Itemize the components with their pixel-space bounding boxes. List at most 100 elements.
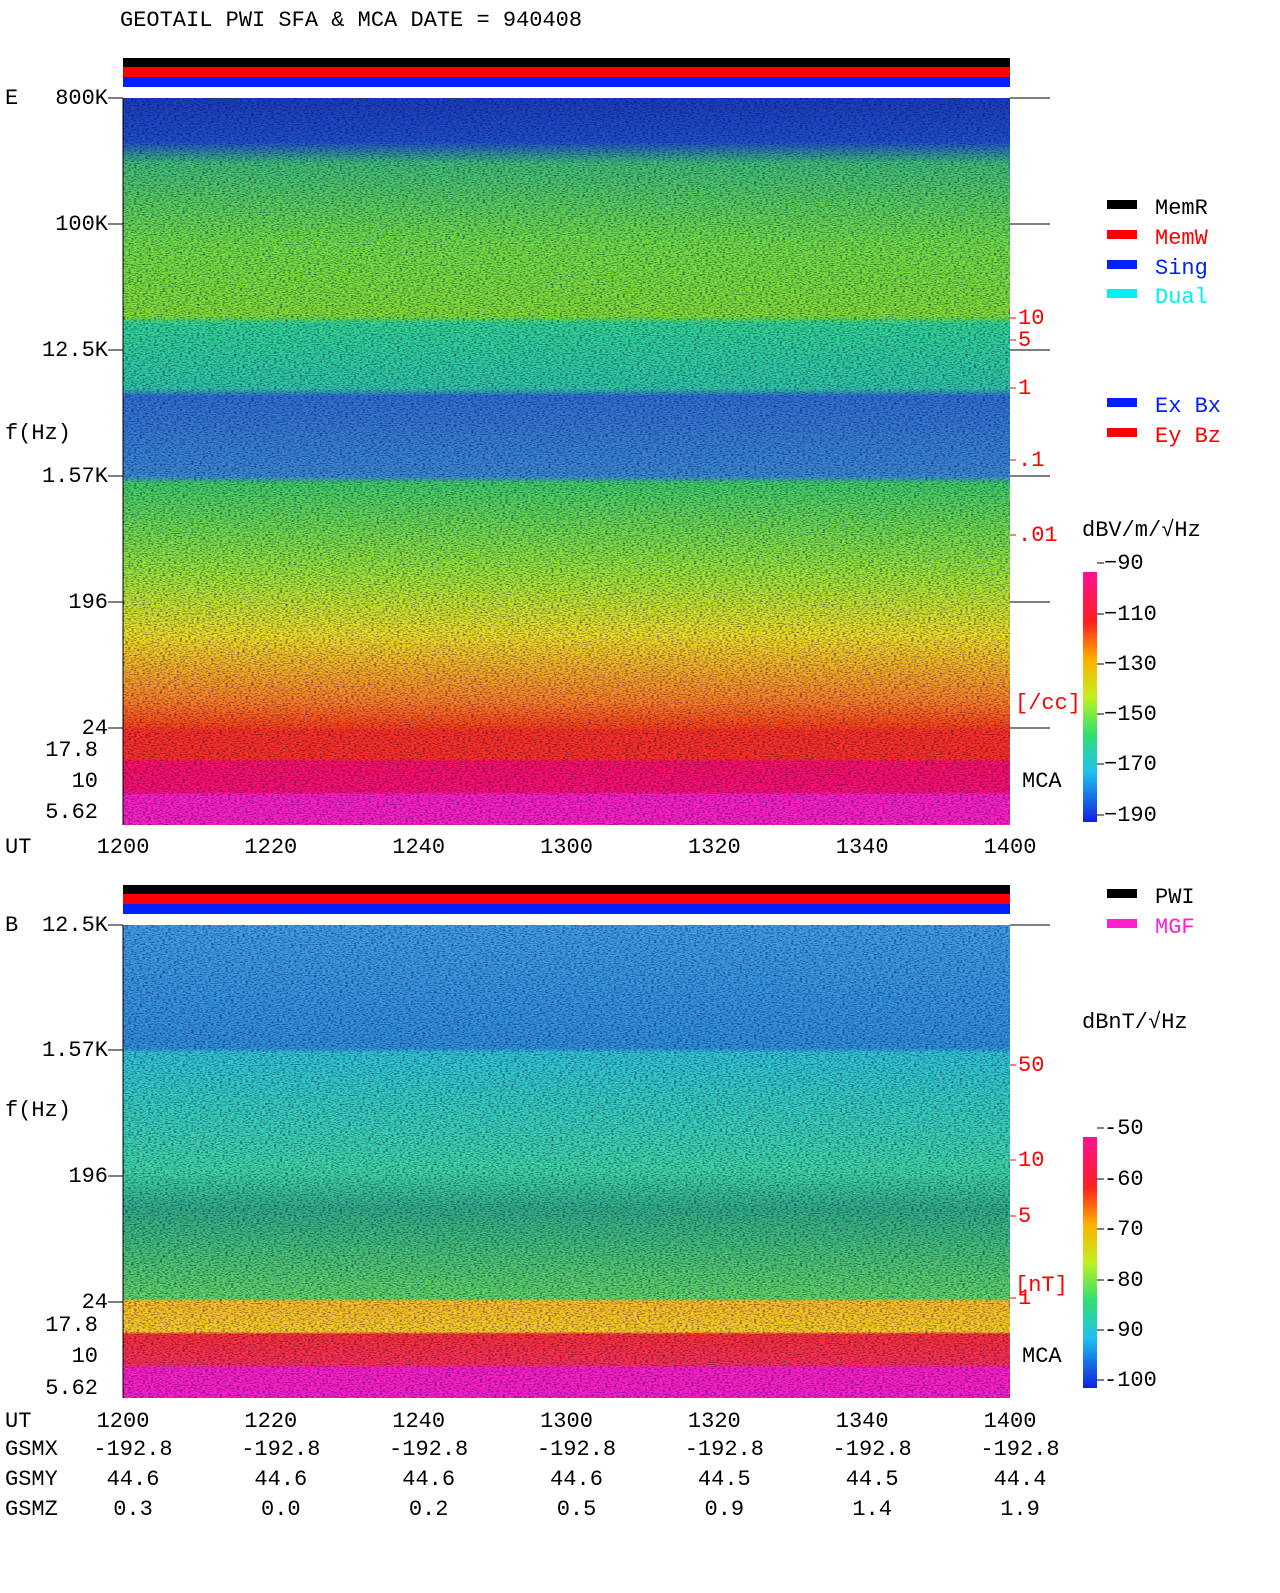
orbit-value: -192.8 bbox=[537, 1437, 616, 1462]
colorbar-tick-label: −190 bbox=[1104, 803, 1157, 828]
status-bar bbox=[123, 885, 1010, 894]
orbit-value: 44.5 bbox=[846, 1467, 899, 1492]
colorbar-title: dBV/m/√Hz bbox=[1082, 518, 1201, 543]
title: GEOTAIL PWI SFA & MCA DATE = 940408 bbox=[120, 8, 582, 33]
legend-label: Sing bbox=[1155, 256, 1208, 281]
spectrogram-texture bbox=[123, 98, 1010, 825]
colorbar-tick-label: -80 bbox=[1104, 1268, 1144, 1293]
time-tick-label: 1240 bbox=[392, 835, 445, 860]
orbit-value: -192.8 bbox=[980, 1437, 1059, 1462]
y-tick-label: 1.57K bbox=[42, 1038, 109, 1063]
y-tick-label: 10 bbox=[72, 1344, 98, 1369]
y-tick-label: 12.5K bbox=[42, 338, 109, 363]
orbit-value: 44.6 bbox=[107, 1467, 160, 1492]
colorbar-tick-label: −90 bbox=[1104, 551, 1144, 576]
legend-swatch bbox=[1107, 260, 1137, 269]
y-tick-label: 17.8 bbox=[45, 738, 98, 763]
colorbar bbox=[1083, 572, 1097, 822]
colorbar-tick-label: -90 bbox=[1104, 1318, 1144, 1343]
colorbar-tick-label: -100 bbox=[1104, 1368, 1157, 1393]
time-tick-label: 1300 bbox=[540, 1409, 593, 1434]
time-tick-label: 1320 bbox=[688, 1409, 741, 1434]
y-tick-label: 24 bbox=[82, 1290, 108, 1315]
density-tick-label: 50 bbox=[1018, 1053, 1044, 1078]
density-unit: [/cc] bbox=[1015, 691, 1081, 716]
density-tick-label: .01 bbox=[1018, 523, 1058, 548]
density-tick-label: 5 bbox=[1018, 328, 1031, 353]
orbit-value: -192.8 bbox=[93, 1437, 172, 1462]
orbit-value: 0.5 bbox=[557, 1497, 597, 1522]
mca-label: MCA bbox=[1022, 1344, 1062, 1369]
time-tick-label: 1300 bbox=[540, 835, 593, 860]
mca-label: MCA bbox=[1022, 769, 1062, 794]
legend-swatch bbox=[1107, 919, 1137, 928]
time-tick-label: 1240 bbox=[392, 1409, 445, 1434]
density-tick-label: 1 bbox=[1018, 1286, 1031, 1311]
colorbar-tick-label: −170 bbox=[1104, 752, 1157, 777]
y-axis-label: f(Hz) bbox=[5, 1098, 71, 1123]
orbit-value: 0.0 bbox=[261, 1497, 301, 1522]
colorbar-tick-label: -70 bbox=[1104, 1217, 1144, 1242]
legend-label: Ex Bx bbox=[1155, 394, 1221, 419]
orbit-value: -192.8 bbox=[241, 1437, 320, 1462]
orbit-value: 0.2 bbox=[409, 1497, 449, 1522]
y-tick-label: 1.57K bbox=[42, 464, 109, 489]
legend-label: MemW bbox=[1155, 226, 1209, 251]
time-tick-label: 1200 bbox=[97, 835, 150, 860]
orbit-value: -192.8 bbox=[389, 1437, 468, 1462]
colorbar bbox=[1083, 1137, 1097, 1388]
orbit-value: 44.6 bbox=[254, 1467, 307, 1492]
y-tick-label: 5.62 bbox=[45, 800, 98, 825]
legend-swatch bbox=[1107, 889, 1137, 898]
orbit-value: 1.9 bbox=[1000, 1497, 1040, 1522]
time-tick-label: 1400 bbox=[984, 835, 1037, 860]
legend-swatch bbox=[1107, 289, 1137, 298]
density-tick-label: .1 bbox=[1018, 448, 1044, 473]
status-bar bbox=[123, 904, 1010, 914]
legend-label: Ey Bz bbox=[1155, 424, 1221, 449]
time-tick-label: 1220 bbox=[244, 835, 297, 860]
legend-swatch bbox=[1107, 398, 1137, 407]
y-tick-label: 17.8 bbox=[45, 1313, 98, 1338]
y-tick-label: 12.5K bbox=[42, 913, 109, 938]
y-tick-label: 24 bbox=[82, 716, 108, 741]
time-tick-label: 1220 bbox=[244, 1409, 297, 1434]
density-tick-label: 5 bbox=[1018, 1204, 1031, 1229]
time-axis-label: UT bbox=[5, 835, 31, 860]
time-tick-label: 1200 bbox=[97, 1409, 150, 1434]
colorbar-tick-label: −150 bbox=[1104, 702, 1157, 727]
orbit-value: 44.6 bbox=[550, 1467, 603, 1492]
orbit-value: -192.8 bbox=[685, 1437, 764, 1462]
orbit-value: 1.4 bbox=[852, 1497, 892, 1522]
density-tick-label: 1 bbox=[1018, 376, 1031, 401]
y-tick-label: 800K bbox=[55, 86, 109, 111]
colorbar-title: dBnT/√Hz bbox=[1082, 1010, 1188, 1035]
orbit-value: 0.9 bbox=[705, 1497, 745, 1522]
panel-label: B bbox=[5, 913, 18, 938]
density-tick-label: 10 bbox=[1018, 1148, 1044, 1173]
spectrogram-texture bbox=[123, 925, 1010, 1398]
y-tick-label: 10 bbox=[72, 769, 98, 794]
status-bar bbox=[123, 67, 1010, 77]
time-tick-label: 1320 bbox=[688, 835, 741, 860]
y-tick-label: 196 bbox=[68, 1164, 108, 1189]
colorbar-tick-label: −130 bbox=[1104, 652, 1157, 677]
orbit-label: GSMX bbox=[5, 1437, 58, 1462]
legend-label: MGF bbox=[1155, 915, 1195, 940]
status-bar bbox=[123, 58, 1010, 67]
y-axis-label: f(Hz) bbox=[5, 421, 71, 446]
orbit-label: GSMY bbox=[5, 1467, 58, 1492]
y-tick-label: 5.62 bbox=[45, 1376, 98, 1401]
panel-label: E bbox=[5, 86, 18, 111]
legend-swatch bbox=[1107, 200, 1137, 209]
legend-label: Dual bbox=[1155, 285, 1208, 310]
y-tick-label: 196 bbox=[68, 590, 108, 615]
orbit-value: -192.8 bbox=[833, 1437, 912, 1462]
density-tick-label: 10 bbox=[1018, 306, 1044, 331]
colorbar-tick-label: -50 bbox=[1104, 1116, 1144, 1141]
legend-label: MemR bbox=[1155, 196, 1208, 221]
y-tick-label: 100K bbox=[55, 212, 109, 237]
legend-label: PWI bbox=[1155, 885, 1195, 910]
time-tick-label: 1400 bbox=[984, 1409, 1037, 1434]
